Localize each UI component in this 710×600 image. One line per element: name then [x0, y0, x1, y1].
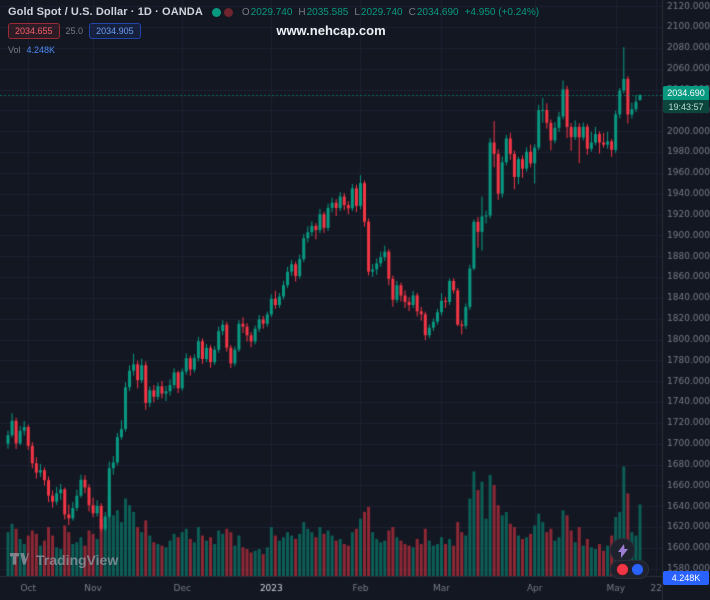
legend-toggle-green-icon[interactable] — [211, 7, 221, 17]
buy-dot-icon — [630, 563, 644, 576]
volume-value: 4.248K — [26, 45, 56, 55]
tradingview-logo-icon — [10, 552, 29, 565]
legend-toggle-red-icon[interactable] — [223, 7, 233, 17]
change-value: +4.950 (+0.24%) — [464, 6, 540, 18]
tradingview-logo-text: TradingView — [36, 552, 119, 568]
tradingview-logo[interactable]: TradingView — [10, 552, 118, 568]
volume-axis-badge[interactable]: 4.248K — [663, 571, 709, 585]
legend-toggles — [211, 7, 233, 17]
close-value: 2034.690 — [416, 6, 459, 18]
open-value: 2029.740 — [250, 6, 293, 18]
buy-price-button[interactable]: 2034.905 — [89, 23, 141, 39]
watermark-text: www.nehcap.com — [276, 23, 386, 38]
last-price-axis-badge[interactable]: 2034.690 19:43:57 — [663, 86, 709, 114]
time-scale[interactable] — [0, 576, 663, 600]
high-value: 2035.585 — [306, 6, 349, 18]
sell-price-button[interactable]: 2034.655 — [8, 23, 60, 39]
high-label: H — [298, 6, 306, 18]
lightning-icon — [617, 543, 628, 558]
buy-sell-panel-button[interactable] — [610, 560, 649, 579]
sell-dot-icon — [615, 563, 629, 576]
ohlc-values: O 2029.740 H 2035.585 L 2029.740 C 2034.690 … — [242, 7, 539, 18]
volume-label: Vol — [8, 45, 21, 55]
symbol-title[interactable]: Gold Spot / U.S. Dollar · 1D · OANDA — [8, 6, 203, 18]
low-value: 2029.740 — [360, 6, 403, 18]
last-price-value: 2034.690 — [663, 86, 709, 101]
bar-countdown: 19:43:57 — [663, 100, 709, 114]
spread-value: 25.0 — [65, 26, 84, 36]
low-label: L — [354, 6, 360, 18]
chart-legend: Gold Spot / U.S. Dollar · 1D · OANDA O 20… — [8, 6, 539, 55]
open-label: O — [241, 6, 250, 18]
close-label: C — [408, 6, 416, 18]
